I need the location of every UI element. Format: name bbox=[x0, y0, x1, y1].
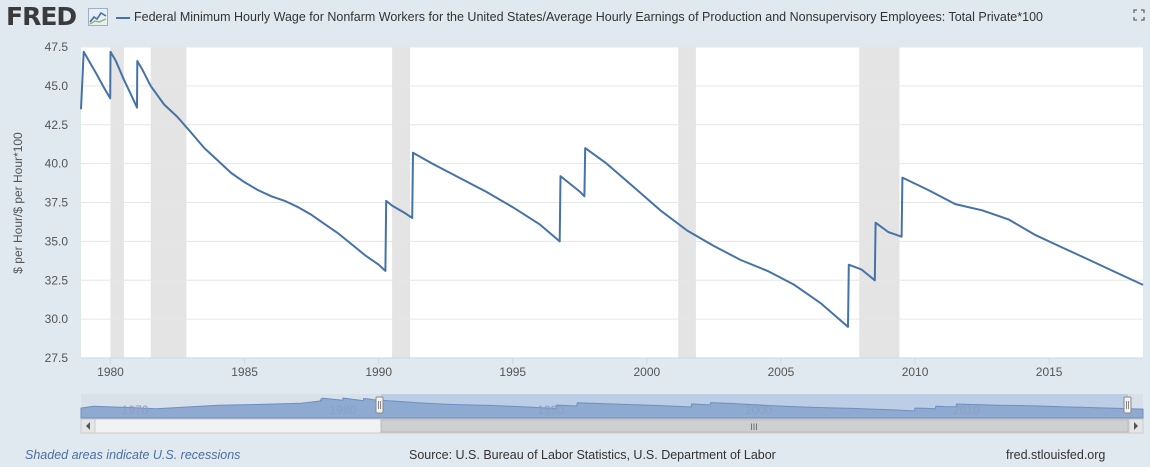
navigator-handle-right[interactable] bbox=[1123, 396, 1132, 414]
y-tick-label: 45.0 bbox=[45, 79, 69, 93]
navigator-year-label: 2000 bbox=[745, 403, 772, 417]
y-tick-label: 40.0 bbox=[45, 157, 69, 171]
x-tick-label: 2005 bbox=[768, 365, 795, 379]
scroll-left-arrow-icon bbox=[86, 422, 90, 430]
y-tick-label: 32.5 bbox=[45, 273, 69, 287]
navigator-year-label: 2010 bbox=[953, 403, 980, 417]
y-tick-label: 47.5 bbox=[45, 40, 69, 54]
scrollbar-grip: III bbox=[750, 422, 758, 432]
x-tick-label: 1980 bbox=[97, 365, 124, 379]
series-line bbox=[80, 50, 1144, 328]
navigator-handle-left[interactable] bbox=[375, 396, 384, 414]
navigator-year-label: 1980 bbox=[330, 403, 357, 417]
navigator-year-label: 1990 bbox=[537, 403, 564, 417]
x-tick-label: 2000 bbox=[634, 365, 661, 379]
y-tick-label: 37.5 bbox=[45, 196, 69, 210]
scrollbar[interactable]: III bbox=[80, 418, 1144, 434]
site-link[interactable]: fred.stlouisfed.org bbox=[1006, 448, 1106, 462]
source-note: Source: U.S. Bureau of Labor Statistics,… bbox=[409, 448, 776, 462]
legend-label: Federal Minimum Hourly Wage for Nonfarm … bbox=[134, 10, 1043, 24]
y-tick-label: 42.5 bbox=[45, 118, 69, 132]
scrollbar-thumb[interactable] bbox=[380, 419, 1129, 433]
chart-header: FRED Federal Minimum Hourly Wage for Non… bbox=[0, 0, 1150, 36]
navigator-year-labels: 1970 1980 1990 2000 2010 bbox=[122, 403, 980, 417]
y-axis-ticks: 27.5 30.0 32.5 35.0 37.5 40.0 42.5 45.0 47.5 bbox=[45, 40, 69, 365]
y-tick-label: 27.5 bbox=[45, 351, 69, 365]
legend-swatch bbox=[116, 17, 130, 19]
y-axis-label: $ per Hour/$ per Hour*100 bbox=[11, 132, 25, 274]
expand-icon[interactable] bbox=[1133, 9, 1145, 21]
x-tick-label: 2010 bbox=[902, 365, 929, 379]
graph-logo-icon[interactable] bbox=[88, 8, 108, 26]
navigator-year-label: 1970 bbox=[122, 403, 149, 417]
series-path bbox=[80, 50, 1144, 328]
y-tick-label: 30.0 bbox=[45, 312, 69, 326]
scroll-right-arrow-icon bbox=[1134, 422, 1138, 430]
fred-logo[interactable]: FRED bbox=[6, 2, 77, 31]
x-tick-label: 1985 bbox=[231, 365, 258, 379]
x-tick-label: 1995 bbox=[499, 365, 526, 379]
recession-note-link[interactable]: Shaded areas indicate U.S. recessions bbox=[25, 448, 241, 462]
navigator[interactable]: 1970 1980 1990 2000 2010 bbox=[80, 394, 1144, 419]
x-axis-ticks: 1980 1985 1990 1995 2000 2005 2010 2015 bbox=[81, 357, 1143, 379]
x-tick-label: 2015 bbox=[1036, 365, 1063, 379]
y-tick-label: 35.0 bbox=[45, 234, 69, 248]
x-tick-label: 1990 bbox=[365, 365, 392, 379]
navigator-series bbox=[80, 397, 1144, 419]
